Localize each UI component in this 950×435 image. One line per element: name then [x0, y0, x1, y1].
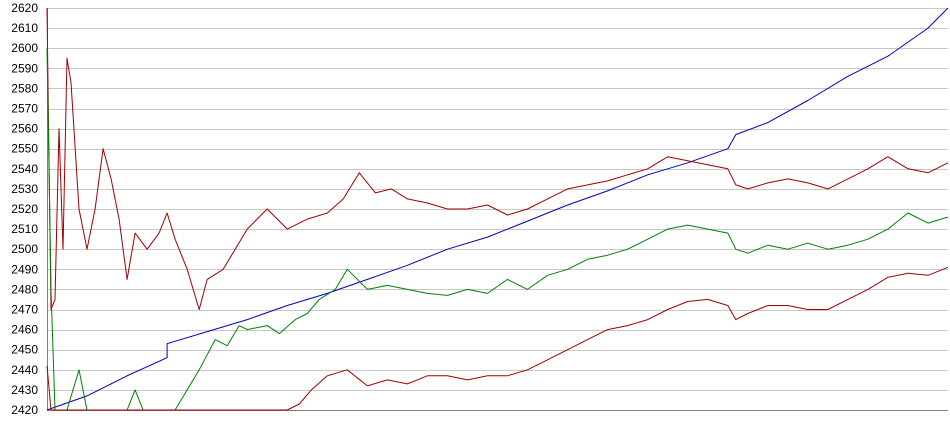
- y-tick-label: 2520: [11, 202, 38, 216]
- series-line-2: [46, 7, 949, 310]
- y-tick-labels: 2620 2610 2600 2590 2580 2570 2560 2550 2540 2530…: [11, 1, 38, 417]
- grid-lines: [47, 8, 948, 411]
- y-tick-label: 2610: [11, 21, 38, 35]
- y-tick-label: 2450: [11, 343, 38, 357]
- y-tick-label: 2470: [11, 303, 38, 317]
- y-tick-label: 2420: [11, 403, 38, 417]
- y-tick-label: 2480: [11, 282, 38, 296]
- y-tick-label: 2430: [11, 383, 38, 397]
- y-tick-label: 2620: [11, 1, 38, 15]
- y-tick-label: 2500: [11, 242, 38, 256]
- y-tick-label: 2530: [11, 182, 38, 196]
- y-tick-label: 2560: [11, 122, 38, 136]
- series-lines: [46, 7, 949, 411]
- y-tick-label: 2580: [11, 81, 38, 95]
- series-line-1: [46, 7, 949, 411]
- series-line-4: [46, 266, 949, 411]
- y-tick-label: 2510: [11, 222, 38, 236]
- y-tick-label: 2570: [11, 102, 38, 116]
- y-tick-label: 2460: [11, 323, 38, 337]
- y-tick-label: 2540: [11, 162, 38, 176]
- y-tick-label: 2490: [11, 262, 38, 276]
- y-tick-label: 2440: [11, 363, 38, 377]
- y-tick-label: 2550: [11, 142, 38, 156]
- y-tick-label: 2590: [11, 61, 38, 75]
- y-tick-label: 2600: [11, 41, 38, 55]
